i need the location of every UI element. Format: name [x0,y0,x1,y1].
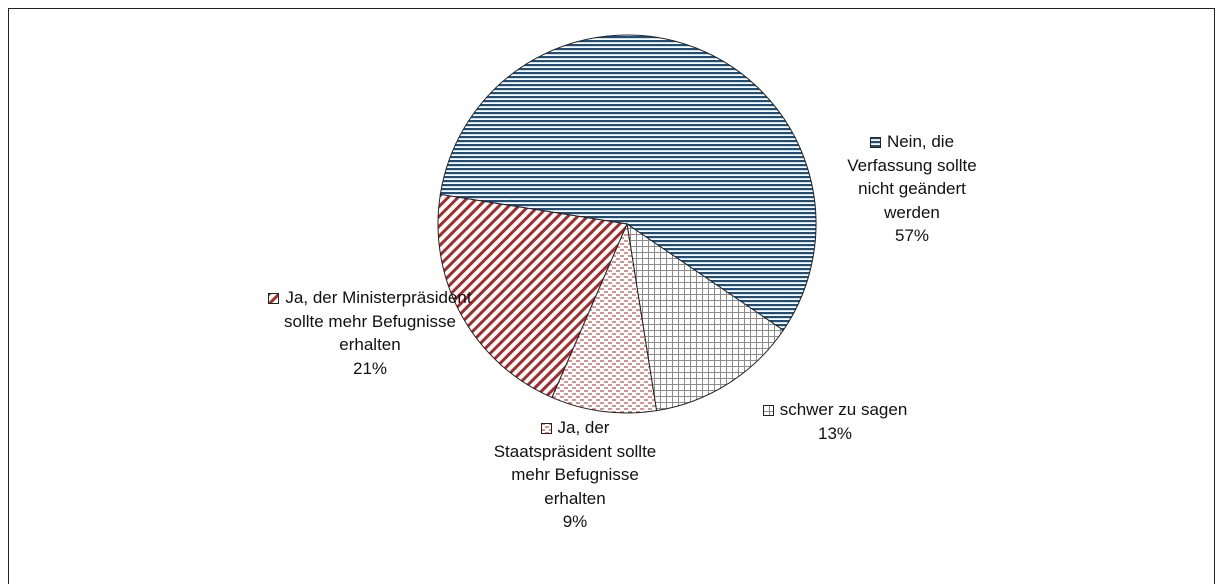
legend-marker [540,423,552,434]
legend-marker [268,293,280,304]
slice-name: Ja, der Ministerpräsident sollte mehr Be… [284,288,472,354]
value-label: 9% [562,512,588,531]
value-label: 57% [894,226,930,245]
frame [8,8,1215,584]
pie-slice [626,222,785,412]
slice-label: Nein, die Verfassung sollte nicht geände… [832,130,992,248]
pie-slice [437,193,628,399]
slice-label: Ja, der Staatspräsident sollte mehr Befu… [480,416,670,534]
pie [437,34,817,414]
legend-marker [869,137,881,148]
value-label: 13% [817,423,853,443]
slice-label: schwer zu sagen 13% [735,398,935,445]
slice-label: Ja, der Ministerpräsident sollte mehr Be… [265,286,475,380]
slice-name: schwer zu sagen [779,400,908,419]
legend-marker [762,405,774,416]
pie-slice [551,222,658,414]
slice-name: Nein, die Verfassung sollte nicht geände… [847,132,977,222]
pie-slice [439,34,817,331]
slice-name: Ja, der Staatspräsident sollte mehr Befu… [493,418,657,508]
value-label: 21% [352,358,388,378]
